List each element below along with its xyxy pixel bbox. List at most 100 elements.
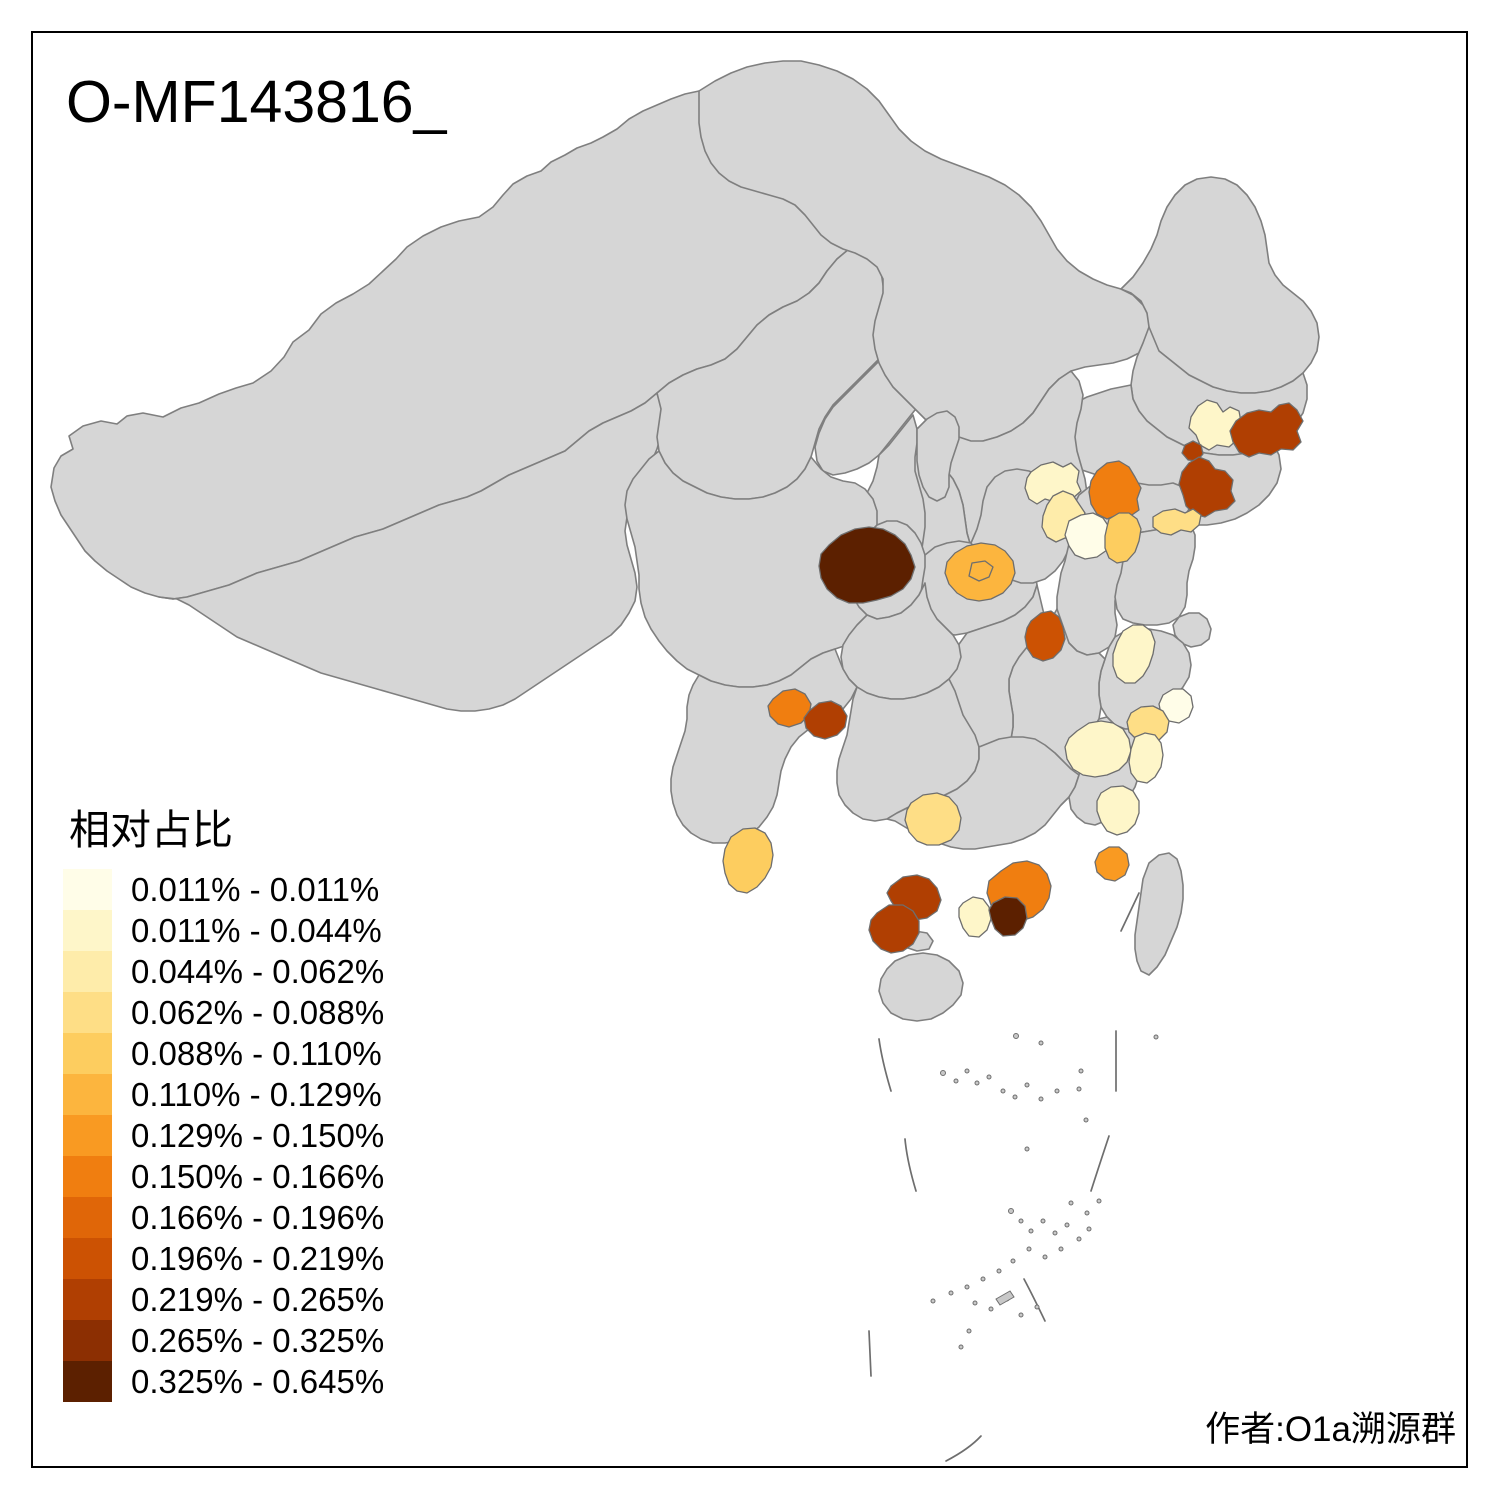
islet [1012, 1094, 1018, 1100]
legend-color-swatch [63, 951, 112, 993]
legend-row: 0.011% - 0.044% [63, 910, 463, 952]
legend-row: 0.265% - 0.325% [63, 1320, 463, 1362]
prefecture-area-fujian-orange [1094, 846, 1130, 882]
nine-dash-segment-6 [1023, 1278, 1046, 1322]
legend-range-label: 0.011% - 0.044% [131, 911, 382, 949]
nine-dash-segment-3 [878, 1038, 892, 1092]
legend-items: 0.011% - 0.011% 0.011% - 0.044% 0.044% - 0… [63, 869, 463, 1403]
south-china-sea-layer [868, 892, 1140, 1462]
prefecture-area-hebei-orange [1088, 460, 1142, 520]
prefecture-area-sichuan-darkorange [803, 700, 848, 740]
islet [1018, 1312, 1024, 1318]
islet [1040, 1218, 1046, 1224]
nine-dash-segment-8 [945, 1435, 982, 1462]
legend-color-swatch [63, 1320, 112, 1362]
prefecture-area-fujian-pale [1096, 785, 1140, 836]
islet [930, 1298, 936, 1304]
islet [972, 1300, 978, 1306]
legend-row: 0.196% - 0.219% [63, 1238, 463, 1280]
islet [940, 1070, 946, 1076]
legend-range-label: 0.044% - 0.062% [131, 952, 385, 990]
prefecture-area-shandong-peninsula [1152, 508, 1202, 536]
prefecture-choropleth-layer [722, 399, 1304, 954]
legend-row: 0.166% - 0.196% [63, 1197, 463, 1239]
islet [1054, 1088, 1060, 1094]
prefecture-area-shanxi-orange [944, 542, 1016, 602]
islet [1034, 1304, 1040, 1310]
legend-color-swatch [63, 1156, 112, 1198]
islet-elongated [995, 1290, 1015, 1306]
page-title: O-MF143816_ [66, 69, 447, 135]
islet [964, 1284, 970, 1290]
legend-color-swatch [63, 869, 112, 911]
islet [1083, 1117, 1089, 1123]
islet [964, 1068, 970, 1074]
legend-row: 0.325% - 0.645% [63, 1361, 463, 1403]
islet [1086, 1226, 1092, 1232]
islet [966, 1328, 972, 1334]
province-shanghai [1172, 612, 1212, 648]
legend: 相对占比 0.011% - 0.011% 0.011% - 0.044% 0.044… [63, 807, 463, 1403]
islet [1010, 1258, 1016, 1264]
islet [988, 1306, 994, 1312]
prefecture-area-guangdong-pale [958, 896, 992, 938]
province-yunnan [670, 648, 858, 844]
islet [1153, 1034, 1159, 1040]
islet [958, 1344, 964, 1350]
prefecture-area-hubei-lightorange [904, 792, 962, 846]
prefecture-area-prd-darkest [988, 896, 1028, 937]
legend-range-label: 0.265% - 0.325% [131, 1321, 385, 1359]
islet [1000, 1088, 1006, 1094]
legend-color-swatch [63, 1115, 112, 1157]
islet [1013, 1033, 1019, 1039]
islet [1064, 1222, 1070, 1228]
islet [996, 1268, 1002, 1274]
legend-range-label: 0.150% - 0.166% [131, 1157, 385, 1195]
province-ningxia [916, 410, 960, 502]
islet [1052, 1230, 1058, 1236]
prefecture-area-zhejiang-lightorange [1126, 705, 1170, 744]
islet [1026, 1246, 1032, 1252]
province-base-layer [50, 60, 1320, 1022]
islet [1058, 1246, 1064, 1252]
legend-color-swatch [63, 910, 112, 952]
legend-row: 0.062% - 0.088% [63, 992, 463, 1034]
legend-range-label: 0.110% - 0.129% [131, 1075, 382, 1113]
nine-dash-segment-4 [904, 1138, 917, 1192]
prefecture-area-jiangsu-pale [1112, 624, 1156, 684]
legend-range-label: 0.011% - 0.011% [131, 870, 380, 908]
legend-color-swatch [63, 1074, 112, 1116]
legend-range-label: 0.166% - 0.196% [131, 1198, 385, 1236]
legend-range-label: 0.129% - 0.150% [131, 1116, 385, 1154]
legend-row: 0.011% - 0.011% [63, 869, 463, 911]
islet [948, 1290, 954, 1296]
prefecture-area-zhejiang-pale [1064, 720, 1132, 778]
islet [986, 1074, 992, 1080]
legend-color-swatch [63, 1279, 112, 1321]
nine-dash-segment-1 [1120, 892, 1140, 932]
legend-row: 0.088% - 0.110% [63, 1033, 463, 1075]
legend-color-swatch [63, 1361, 112, 1403]
legend-title: 相对占比 [69, 807, 233, 853]
prefecture-area-guangxi-darkred2 [868, 904, 920, 954]
islet [1084, 1210, 1090, 1216]
legend-color-swatch [63, 1033, 112, 1075]
islet [980, 1276, 986, 1282]
legend-range-label: 0.219% - 0.265% [131, 1280, 385, 1318]
islet [1018, 1218, 1024, 1224]
islet [1096, 1198, 1102, 1204]
islet [1068, 1200, 1074, 1206]
islet [974, 1080, 980, 1086]
prefecture-area-henan-darkorange [1024, 610, 1066, 662]
islet [1038, 1096, 1044, 1102]
islet [1078, 1068, 1084, 1074]
islet [1028, 1228, 1034, 1234]
islet [1038, 1040, 1044, 1046]
legend-row: 0.110% - 0.129% [63, 1074, 463, 1116]
province-hainan [878, 952, 964, 1022]
prefecture-area-gansu-darkest [818, 526, 916, 604]
nine-dash-segment-7 [868, 1330, 872, 1377]
legend-range-label: 0.196% - 0.219% [131, 1239, 385, 1277]
legend-range-label: 0.325% - 0.645% [131, 1362, 385, 1400]
